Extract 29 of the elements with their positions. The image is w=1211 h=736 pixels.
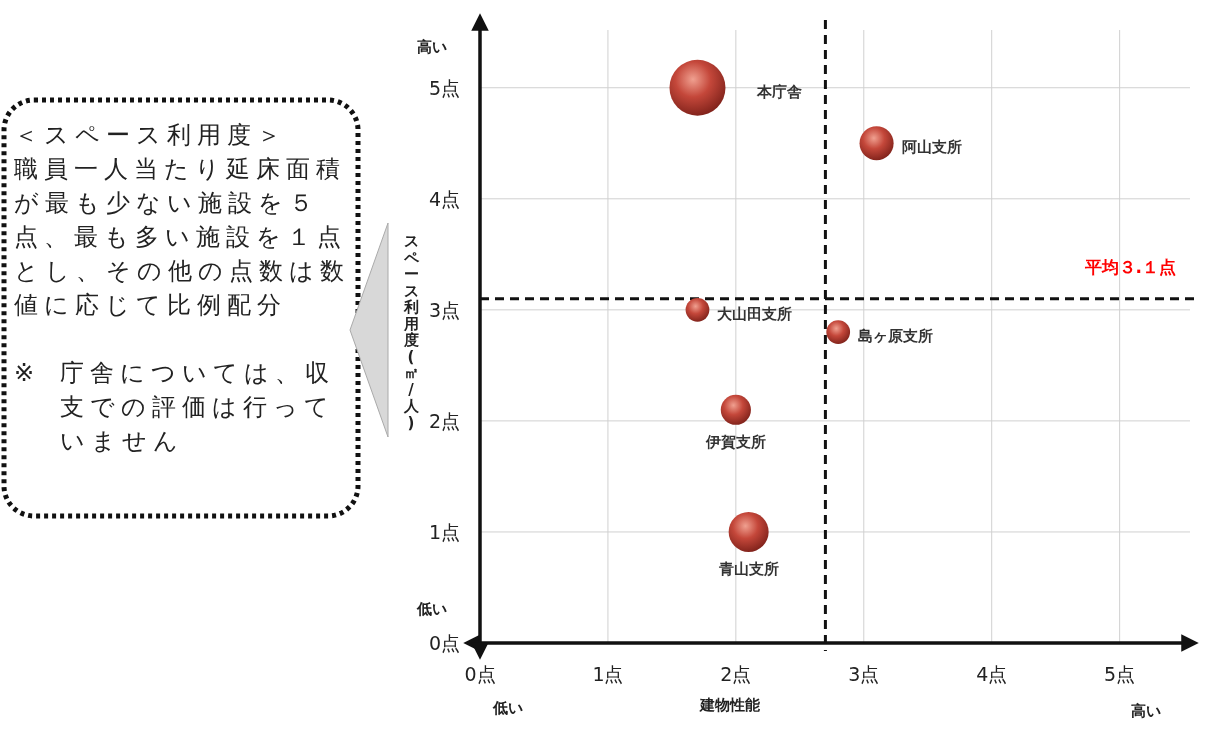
text: ※ — [14, 358, 42, 389]
text: 職員一人当たり延床面積が最も少ない施設を５点、最も多い施設を１点とし、その他の点数は数値に応じて比例配分 — [14, 154, 351, 321]
y-tick-label: 2点 — [428, 409, 460, 432]
y-axis-title: スペース利用度(㎡/人) — [403, 232, 419, 432]
x-tick-label: 1点 — [592, 663, 624, 685]
y-tick-label: 4点 — [428, 187, 460, 210]
x-axis-title: 建物性能 — [699, 696, 761, 714]
series-label: 大山田支所 — [717, 304, 793, 323]
text: ＜スペース利用度＞ — [14, 120, 288, 151]
text: 高い — [417, 38, 447, 56]
x-tick-label: 0点 — [464, 663, 496, 685]
text: 庁舎については、収支での評価は行っていません — [60, 358, 336, 457]
x-tick-label: 3点 — [848, 663, 880, 685]
y-tick-label: 3点 — [428, 298, 460, 321]
x-tick-label: 2点 — [720, 663, 752, 685]
series-label: 伊賀支所 — [704, 432, 766, 451]
text: 高い — [1131, 702, 1161, 720]
text: 本庁舎 — [756, 82, 803, 101]
x-tick-label: 4点 — [976, 663, 1008, 685]
y-tick-label: 5点 — [428, 76, 460, 99]
y-tick-label: 0点 — [428, 632, 460, 654]
series-label: 島ヶ原支所 — [858, 327, 934, 346]
series-label: 阿山支所 — [901, 138, 962, 157]
series-label: 青山支所 — [717, 559, 779, 578]
text: 低い — [416, 600, 447, 618]
x-tick-label: 5点 — [1104, 663, 1136, 685]
ref-line-label: 平均３.１点 — [1083, 256, 1176, 277]
text: 低い — [492, 699, 523, 717]
y-tick-label: 1点 — [428, 520, 460, 543]
